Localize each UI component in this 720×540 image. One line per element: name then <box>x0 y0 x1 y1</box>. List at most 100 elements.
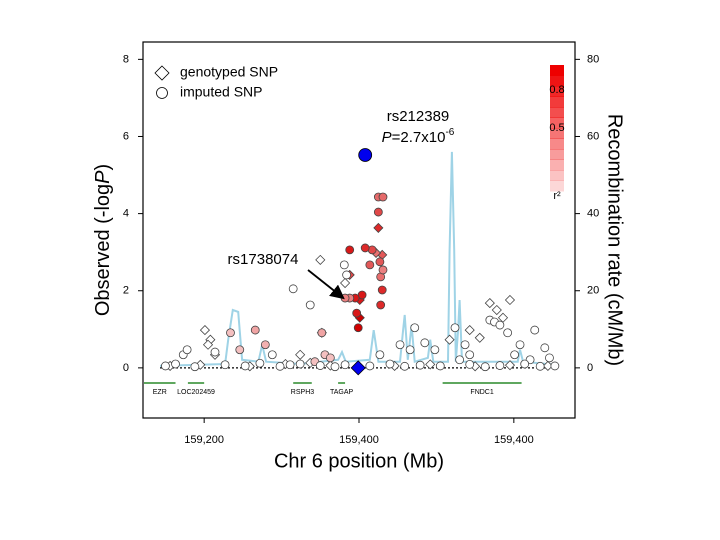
legend-marker <box>156 87 168 99</box>
colorbar-label: r² <box>553 190 561 202</box>
snp-circle <box>465 359 475 369</box>
y-tick-label: 0 <box>123 362 129 374</box>
y2-tick-label: 40 <box>587 208 599 220</box>
snp-diamond <box>295 349 306 360</box>
colorbar-band <box>550 117 564 129</box>
snp-diamond <box>504 360 516 371</box>
snp-circle <box>360 243 370 253</box>
snp-diamond <box>425 359 436 370</box>
y2-tick-label: 80 <box>587 53 599 65</box>
snp-circle <box>182 345 192 355</box>
snp-circle <box>535 361 545 371</box>
snp-circle <box>375 257 385 267</box>
colorbar-band <box>550 107 564 118</box>
snp-circle <box>365 260 375 270</box>
snp-circle <box>510 350 520 360</box>
legend-label: imputed SNP <box>180 84 262 100</box>
snp-circle <box>250 325 260 335</box>
snp-circle <box>325 353 335 363</box>
gene-label: RSPH3 <box>291 389 314 396</box>
snp-circle <box>315 361 325 370</box>
snp-circle <box>375 350 385 360</box>
snp-circle <box>460 340 470 350</box>
snp-circle <box>342 270 352 280</box>
colorbar-band <box>550 65 564 76</box>
snp-circle <box>550 361 560 371</box>
y-tick-label: 8 <box>123 53 129 65</box>
snp-circle <box>235 345 245 355</box>
gene-label: FNDC1 <box>470 389 493 396</box>
snp-circle <box>260 340 270 350</box>
snp-diamond <box>474 332 485 343</box>
snp-circle <box>340 293 350 303</box>
snp-circle <box>358 148 373 162</box>
p-part: P <box>382 129 392 146</box>
snp-circle <box>171 359 180 369</box>
snp-circle <box>415 360 425 370</box>
lead-label: rs212389 <box>387 108 450 125</box>
snp-circle <box>430 345 440 355</box>
colorbar-band <box>550 170 564 181</box>
gene-label: LOC202459 <box>177 389 215 396</box>
gene-label: TAGAP <box>330 389 354 396</box>
snp-circle <box>365 361 375 371</box>
snp-circle <box>376 300 386 310</box>
snp-circle <box>240 361 250 371</box>
y-tick-label: 4 <box>123 208 129 220</box>
snp-diamond <box>199 325 211 336</box>
y2-tick-label: 20 <box>587 285 599 297</box>
p-part: =2.7x10 <box>392 129 446 146</box>
snp-diamond <box>350 360 366 376</box>
snp-circle <box>353 323 363 333</box>
colorbar-tick-label: 0.8 <box>549 84 564 96</box>
snp-circle <box>545 353 554 363</box>
snp-circle <box>352 308 362 318</box>
snp-circle <box>377 285 387 295</box>
colorbar-band <box>550 96 564 108</box>
snp-circle <box>288 284 298 294</box>
arrow <box>307 269 345 300</box>
x-axis-title: Chr 6 position (Mb) <box>274 450 444 472</box>
snp-circle <box>405 345 415 355</box>
snp-diamond <box>504 294 516 306</box>
snp-circle <box>465 350 475 360</box>
snp-circle <box>435 361 445 371</box>
snp-circle <box>530 325 540 335</box>
snp-circle <box>540 343 550 353</box>
snp-diamond <box>491 304 502 316</box>
snp-diamond <box>315 254 326 265</box>
y-tick-label: 6 <box>123 130 129 142</box>
x-tick-label: 159,400 <box>339 434 379 446</box>
colorbar-band <box>550 128 564 139</box>
snp-circle <box>317 328 327 338</box>
snp-circle <box>515 340 525 350</box>
snp-circle <box>330 362 340 372</box>
recombination-layer <box>144 65 564 384</box>
y-title-part: Observed (-log <box>92 184 114 316</box>
colorbar-band <box>550 138 564 150</box>
points-layer <box>154 65 560 376</box>
colorbar-band <box>550 149 564 160</box>
y-axis-title: Observed (-logP) <box>92 164 114 316</box>
colorbar-band <box>550 86 564 97</box>
snp-circle <box>385 359 395 369</box>
legend-marker <box>154 65 170 81</box>
colorbar-band <box>550 159 564 171</box>
colorbar-band <box>550 75 564 87</box>
snp-circle <box>226 328 235 338</box>
snp-circle <box>161 361 170 371</box>
snp-circle <box>378 265 388 275</box>
snp-circle <box>495 361 505 370</box>
snp-circle <box>495 320 505 330</box>
snp-circle <box>503 328 513 338</box>
snp-circle <box>400 361 410 371</box>
colorbar-band <box>550 180 564 192</box>
snp-circle <box>267 350 277 360</box>
y-title-part: ) <box>92 164 114 171</box>
snp-circle <box>210 347 220 357</box>
p-part: -6 <box>445 127 454 138</box>
snp-circle <box>520 359 530 369</box>
y2-tick-label: 60 <box>587 130 599 142</box>
arrow-label: rs1738074 <box>228 251 299 268</box>
